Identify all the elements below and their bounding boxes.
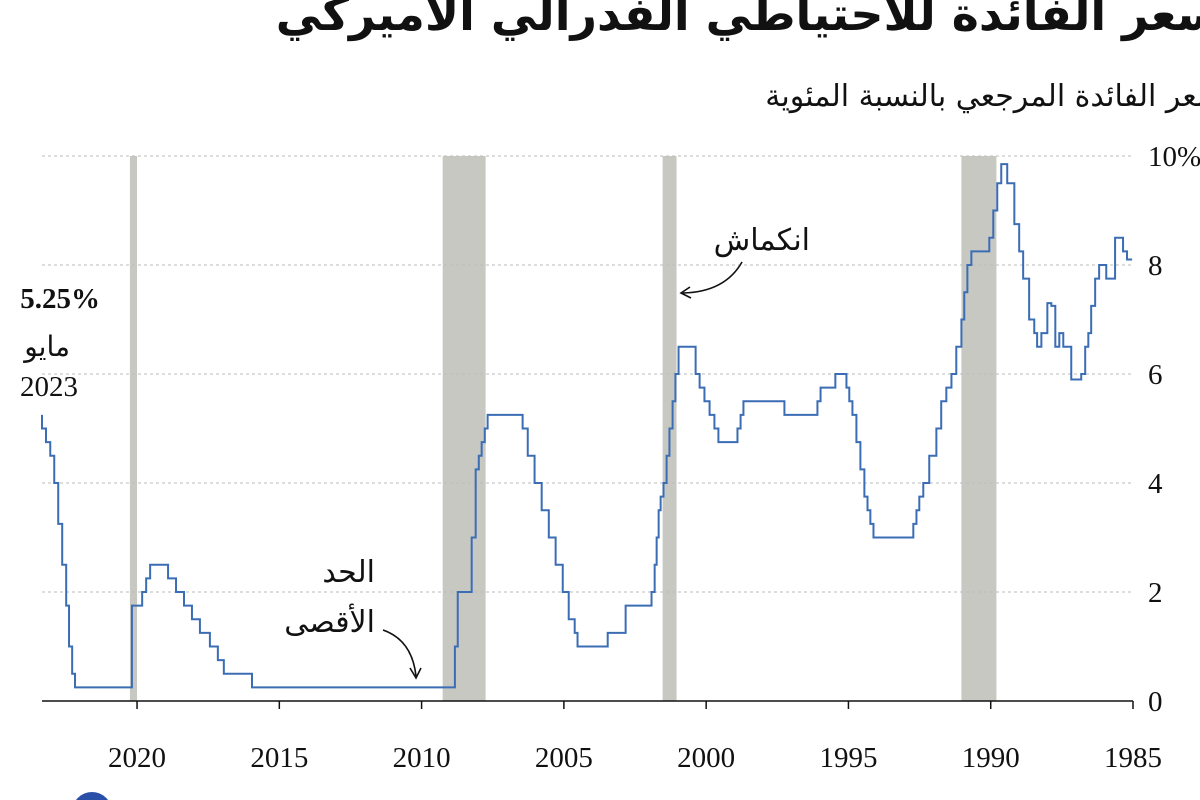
recession-arrowhead	[679, 286, 692, 299]
recession-bands	[129, 156, 997, 701]
grid: 0 2 4 6 8 10% 2020 2015 2010 2005 2000 1995 1990 1985	[42, 141, 1200, 774]
recession-band	[129, 156, 138, 701]
recession-arrow	[682, 261, 743, 294]
rate-line	[41, 163, 1133, 689]
x-tick-label: 2000	[677, 742, 735, 774]
x-tick-label: 2020	[108, 742, 166, 774]
upper-bound-arrowhead	[409, 667, 422, 680]
x-tick-label: 2015	[250, 742, 308, 774]
y-tick-label: 4	[1148, 468, 1163, 500]
upper-bound-label: الحد	[322, 555, 375, 590]
upper-bound-label: الأقصى	[284, 602, 375, 640]
y-tick-label: 10%	[1148, 141, 1200, 173]
y-tick-label: 8	[1148, 250, 1163, 282]
logo	[76, 792, 108, 800]
recession-band	[961, 156, 997, 701]
chart-subtitle: سعر الفائدة المرجعي بالنسبة المئوية	[765, 79, 1200, 114]
y-tick-label: 0	[1148, 686, 1163, 718]
x-tick-label: 1995	[819, 742, 877, 774]
latest-year-label: 2023	[20, 371, 78, 403]
latest-month-label: مايو	[22, 330, 70, 363]
y-tick-label: 2	[1148, 577, 1163, 609]
y-tick-label: 6	[1148, 359, 1163, 391]
upper-bound-arrow	[382, 629, 417, 677]
plot	[41, 163, 1133, 689]
x-tick-label: 2010	[393, 742, 451, 774]
x-tick-label: 1985	[1104, 742, 1162, 774]
latest-value-label: 5.25%	[20, 283, 100, 315]
chart-title: سعر الفائدة للاحتياطي الفدرالي الأميركي	[276, 0, 1200, 41]
recession-label: انكماش	[714, 223, 810, 258]
recession-band	[442, 156, 486, 701]
x-tick-label: 2005	[535, 742, 593, 774]
x-tick-label: 1990	[962, 742, 1020, 774]
